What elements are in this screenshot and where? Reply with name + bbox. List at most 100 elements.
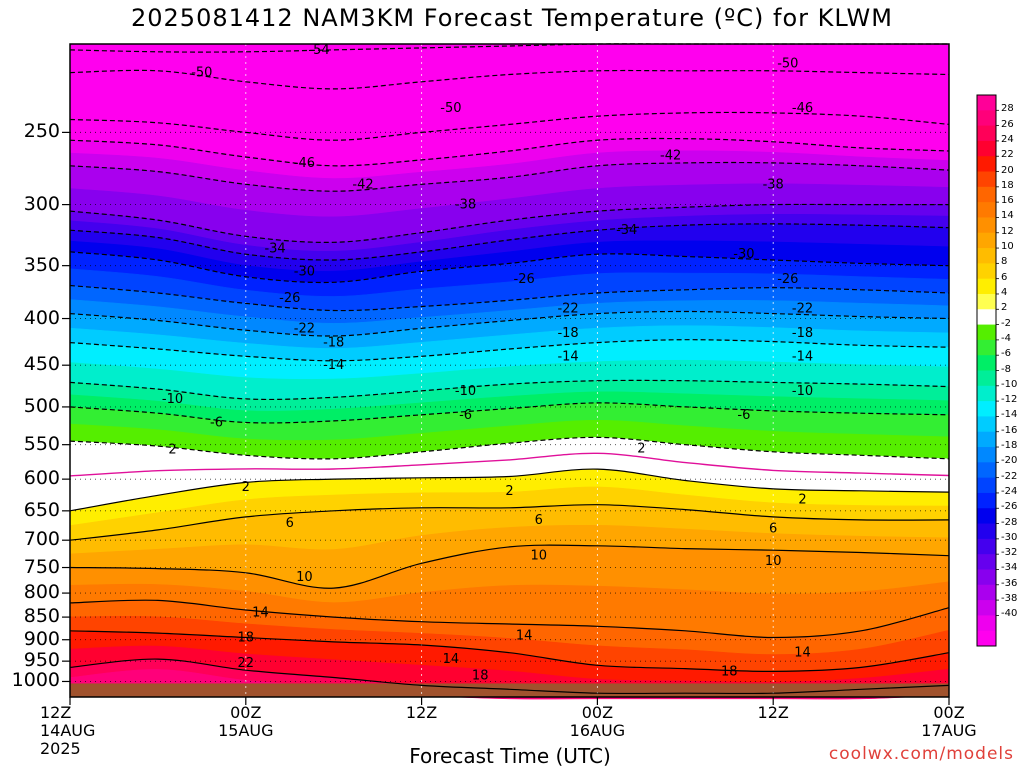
y-tick-label: 550 — [23, 432, 60, 455]
y-tick-label: 300 — [23, 192, 60, 215]
contour-label: -42 — [352, 177, 373, 192]
contour-label: -26 — [279, 291, 300, 306]
y-tick-label: 900 — [23, 627, 60, 650]
colorbar-swatch — [977, 569, 996, 586]
colorbar-swatch — [977, 370, 996, 387]
contour-label: -22 — [792, 302, 813, 317]
plot-frame — [69, 43, 950, 698]
isotherm-2 — [69, 468, 950, 512]
contour-label: -14 — [792, 349, 813, 364]
colorbar-swatch — [977, 263, 996, 280]
x-tick-label: 12Z — [728, 704, 818, 722]
ground-surface — [70, 683, 949, 697]
contour-label: 6 — [769, 522, 777, 537]
y-tick-label: 800 — [23, 581, 60, 604]
contour-label: -26 — [777, 272, 798, 287]
colorbar — [976, 94, 999, 647]
colorbar-swatch — [977, 202, 996, 218]
colorbar-swatch — [977, 584, 996, 601]
contour-label: -34 — [616, 223, 637, 238]
colorbar-swatch — [977, 339, 996, 356]
contour-label: 14 — [252, 605, 269, 620]
colorbar-label: -16 — [1001, 424, 1018, 436]
contour-label: 18 — [472, 668, 489, 683]
y-tick-label: 850 — [23, 605, 60, 628]
contour-label: 2 — [505, 484, 513, 499]
x-tick-line: 14AUG — [40, 721, 96, 740]
colorbar-swatch — [977, 447, 996, 463]
colorbar-label: -38 — [1001, 593, 1018, 605]
x-tick-line: 12Z — [757, 703, 789, 722]
y-tick-label: 500 — [23, 394, 60, 417]
x-tick-line: 16AUG — [569, 721, 626, 740]
y-tick-label: 1000 — [11, 669, 60, 692]
colorbar-swatch — [977, 492, 996, 509]
contour-label: -10 — [455, 384, 476, 399]
colorbar-swatch — [977, 523, 996, 540]
colorbar-label: -20 — [1001, 455, 1018, 467]
colorbar-swatch — [977, 431, 996, 448]
colorbar-label: 26 — [1001, 118, 1014, 130]
isotherm--6 — [69, 402, 950, 424]
contour-label: 14 — [443, 652, 460, 667]
contour-labels: -54 -50 -50 -50 -46 -46 -42 -42 -38 -38 -34 -34 -30 -… — [162, 43, 813, 684]
contour-label: -50 — [777, 56, 798, 71]
colorbar-label: -34 — [1001, 562, 1018, 574]
colorbar-label: -4 — [1001, 332, 1011, 344]
contour-label: -6 — [737, 408, 750, 423]
contour-label: -50 — [440, 101, 461, 116]
colorbar-label: -24 — [1001, 485, 1018, 497]
contour-label: 18 — [238, 631, 255, 646]
colorbar-swatch — [977, 171, 996, 188]
colorbar-label: 20 — [1001, 164, 1014, 176]
colorbar-label: -18 — [1001, 440, 1018, 452]
colorbar-label: 2 — [1001, 302, 1008, 314]
y-tick-label: 700 — [23, 528, 60, 551]
isotherm-14 — [69, 599, 950, 639]
y-tick-label: 250 — [23, 120, 60, 143]
contour-label: 2 — [242, 480, 250, 495]
colorbar-label: -30 — [1001, 531, 1018, 543]
isotherm--26 — [69, 251, 950, 284]
contour-label: 6 — [535, 513, 543, 528]
y-tick-label: 750 — [23, 555, 60, 578]
x-tick-line: 00Z — [581, 703, 614, 722]
source-credit: coolwx.com/models — [828, 744, 1014, 764]
contour-label: -34 — [264, 241, 285, 256]
x-tick-label: 00Z 16AUG — [552, 704, 642, 740]
colorbar-label: -22 — [1001, 470, 1018, 482]
x-tick-line: 15AUG — [218, 721, 274, 740]
colorbar-swatch — [977, 462, 996, 479]
contour-label: 2 — [168, 443, 176, 458]
colorbar-label: 8 — [1001, 256, 1008, 268]
colorbar-swatch — [977, 278, 996, 295]
colorbar-swatch — [977, 508, 996, 525]
contour-label: 14 — [516, 628, 533, 643]
y-tick-label: 650 — [23, 498, 60, 521]
colorbar-swatch — [977, 232, 996, 249]
colorbar-swatch — [977, 110, 996, 127]
contour-label: -46 — [294, 156, 315, 171]
colorbar-swatch — [977, 401, 996, 417]
contour-label: -30 — [733, 247, 754, 262]
colorbar-swatch — [977, 600, 996, 616]
colorbar-label: 22 — [1001, 149, 1014, 161]
colorbar-swatch — [977, 615, 996, 632]
contour-label: -42 — [660, 148, 681, 163]
x-tick-line: 00Z — [230, 703, 262, 722]
colorbar-label: -2 — [1001, 317, 1011, 329]
colorbar-label: -10 — [1001, 378, 1018, 390]
contour-label: 2 — [637, 441, 645, 456]
colorbar-swatch — [977, 217, 996, 234]
colorbar-label: 16 — [1001, 195, 1014, 207]
contour-label: -38 — [763, 177, 784, 192]
contour-label: -14 — [557, 349, 578, 364]
colorbar-swatch — [977, 416, 996, 433]
y-tick-label: 600 — [23, 467, 60, 490]
isotherm--22 — [69, 284, 950, 312]
contour-label: -18 — [557, 326, 578, 341]
contour-label: -54 — [308, 43, 329, 58]
colorbar-label: -14 — [1001, 409, 1018, 421]
isotherm--50 — [69, 69, 950, 90]
colorbar-label: -32 — [1001, 547, 1018, 559]
